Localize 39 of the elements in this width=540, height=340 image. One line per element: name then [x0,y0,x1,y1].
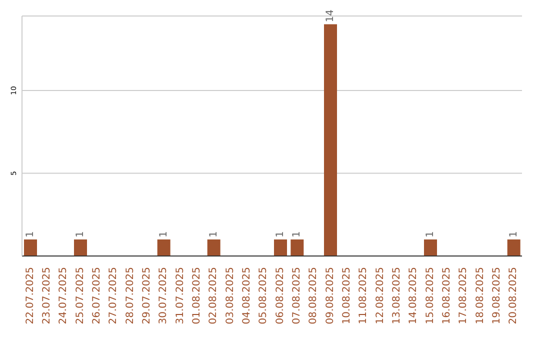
data-label: 1 [292,231,303,238]
data-label: 1 [208,231,220,238]
x-tick-label: 01.08.2025 [192,267,202,324]
x-tick-label: 17.08.2025 [458,267,470,324]
x-tick-label: 20.08.2025 [508,267,520,324]
x-tick-label: 30.07.2025 [158,267,170,324]
data-label: 1 [75,231,86,238]
x-tick-label: 23.07.2025 [42,267,52,324]
x-tick-label: 08.08.2025 [308,267,320,324]
x-tick-label: 06.08.2025 [274,267,286,324]
x-tick-label: 09.08.2025 [324,267,336,324]
x-tick-label: 31.07.2025 [174,267,186,324]
x-tick-label: 11.08.2025 [358,267,370,324]
x-tick-label: 15.08.2025 [424,267,436,324]
x-tick-label: 27.07.2025 [108,267,120,324]
data-label: 1 [25,231,36,238]
x-tick-label: 19.08.2025 [492,267,502,324]
x-tick-label: 24.07.2025 [58,267,70,324]
x-tick-label: 13.08.2025 [392,267,402,324]
data-label: 1 [158,231,170,238]
x-tick-label: 25.07.2025 [74,267,86,324]
x-tick-label: 29.07.2025 [142,267,152,324]
x-tick-label: 05.08.2025 [258,267,270,324]
x-tick-label: 10.08.2025 [342,267,352,324]
x-tick-label: 22.07.2025 [24,267,36,324]
data-label: 14 [325,10,336,22]
x-tick-label: 03.08.2025 [224,267,236,324]
data-label: 1 [508,231,520,238]
x-tick-label: 12.08.2025 [374,267,386,324]
x-tick-label: 18.08.2025 [474,267,486,324]
data-label: 1 [425,231,436,238]
x-tick-label: 14.08.2025 [408,267,420,324]
x-tick-label: 07.08.2025 [292,267,302,324]
x-tick-label: 02.08.2025 [208,267,220,324]
x-tick-label: 28.07.2025 [124,267,136,324]
data-label: 1 [275,231,286,238]
x-tick-label: 26.07.2025 [92,267,102,324]
x-tick-label: 16.08.2025 [442,267,452,324]
x-tick-label: 04.08.2025 [242,267,252,324]
